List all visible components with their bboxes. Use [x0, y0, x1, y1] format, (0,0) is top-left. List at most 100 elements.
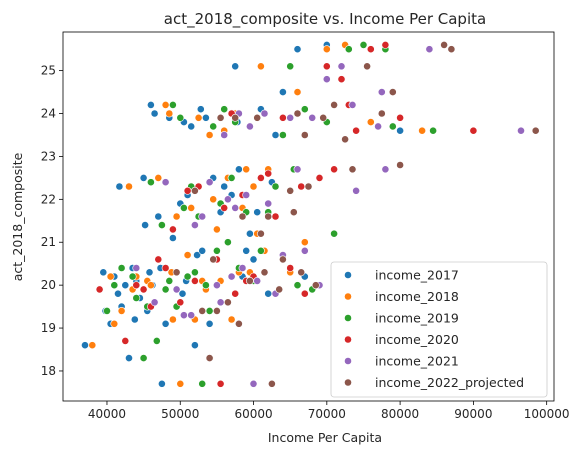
data-point-income_2021-18: [245, 122, 254, 131]
plot-area: [81, 41, 540, 388]
data-point-income_2020-16: [220, 203, 229, 212]
y-tick-label: 19: [41, 321, 56, 335]
data-point-income_2019-9: [157, 221, 166, 229]
data-point-income_2019-22: [205, 306, 214, 315]
data-point-income_2021-38: [517, 126, 525, 135]
data-point-income_2019-11: [165, 276, 174, 285]
data-point-income_2018-9: [146, 281, 155, 290]
data-point-income_2019-39: [293, 281, 302, 290]
data-point-income_2018-48: [322, 45, 331, 54]
data-point-income_2020-0: [95, 285, 104, 294]
data-point-income_2018-19: [183, 251, 192, 259]
data-point-income_2022_projected-22: [297, 268, 306, 277]
data-point-income_2020-28: [297, 182, 306, 191]
y-tick-label: 23: [41, 149, 56, 163]
data-point-income_2019-7: [146, 178, 155, 187]
data-point-income_2017-57: [271, 131, 280, 139]
data-point-income_2017-20: [150, 109, 159, 118]
data-point-income_2021-28: [308, 113, 317, 122]
data-point-income_2019-45: [359, 41, 368, 49]
legend-marker-income_2021: [344, 357, 352, 365]
data-point-income_2018-26: [209, 195, 218, 204]
data-point-income_2017-43: [220, 182, 229, 191]
data-point-income_2017-34: [190, 341, 199, 350]
data-point-income_2019-1: [110, 281, 119, 290]
data-point-income_2017-50: [242, 246, 251, 255]
data-point-income_2018-14: [165, 109, 174, 118]
data-point-income_2019-20: [198, 379, 207, 388]
data-point-income_2017-23: [157, 379, 166, 388]
x-tick-label: 70000: [308, 407, 346, 421]
data-point-income_2020-6: [161, 264, 170, 272]
data-point-income_2017-38: [201, 113, 210, 122]
legend-label-income_2021: income_2021: [375, 354, 459, 369]
x-tick-label: 50000: [161, 407, 199, 421]
data-point-income_2022_projected-23: [300, 131, 309, 139]
data-point-income_2022_projected-0: [172, 268, 181, 277]
data-point-income_2021-8: [205, 178, 214, 187]
x-tick-label: 100000: [524, 407, 570, 421]
data-point-income_2022_projected-18: [278, 255, 287, 264]
data-point-income_2021-21: [260, 109, 269, 118]
data-point-income_2017-55: [264, 289, 273, 298]
data-point-income_2018-31: [227, 315, 236, 324]
data-point-income_2017-26: [168, 234, 177, 242]
data-point-income_2022_projected-10: [238, 212, 247, 221]
data-point-income_2021-26: [293, 165, 302, 174]
data-point-income_2018-37: [249, 182, 258, 191]
data-point-income_2020-32: [322, 62, 331, 71]
data-point-income_2017-52: [249, 255, 258, 264]
data-point-income_2019-21: [201, 281, 210, 290]
data-point-income_2021-32: [348, 101, 357, 109]
data-point-income_2018-11: [154, 173, 163, 182]
y-tick-label: 24: [41, 107, 56, 121]
chart-title: act_2018_composite vs. Income Per Capita: [164, 10, 486, 29]
data-point-income_2021-9: [212, 281, 221, 290]
data-point-income_2021-17: [242, 191, 251, 199]
x-tick-label: 40000: [88, 407, 126, 421]
data-point-income_2019-8: [152, 336, 161, 345]
data-point-income_2020-38: [381, 41, 390, 49]
data-point-income_2019-43: [330, 229, 338, 238]
data-point-income_2017-62: [396, 126, 404, 135]
data-point-income_2020-37: [366, 45, 375, 54]
legend-box: [330, 261, 548, 398]
data-point-income_2018-0: [88, 341, 97, 350]
data-point-income_2019-16: [183, 272, 192, 281]
data-point-income_2022_projected-17: [275, 285, 284, 294]
data-point-income_2021-30: [322, 75, 331, 84]
data-point-income_2022_projected-21: [293, 109, 302, 118]
data-point-income_2018-2: [110, 319, 119, 328]
data-point-income_2021-35: [377, 88, 386, 96]
data-point-income_2020-31: [315, 173, 324, 182]
data-point-income_2020-7: [168, 225, 177, 234]
axes-frame: [62, 31, 555, 402]
data-point-income_2021-27: [300, 246, 309, 255]
data-point-income_2020-24: [271, 212, 280, 221]
data-point-income_2020-26: [286, 264, 295, 272]
data-point-income_2017-0: [81, 341, 89, 350]
data-point-income_2021-6: [190, 221, 199, 229]
legend-marker-income_2019: [344, 314, 352, 322]
data-point-income_2022_projected-4: [209, 255, 218, 264]
data-point-income_2017-17: [145, 268, 154, 277]
y-tick-label: 22: [41, 192, 56, 206]
data-point-income_2019-0: [103, 306, 111, 315]
data-point-income_2019-18: [190, 268, 199, 277]
legend-marker-income_2020: [344, 335, 352, 344]
data-point-income_2020-34: [337, 75, 346, 84]
data-point-income_2017-35: [193, 251, 201, 259]
data-point-income_2020-10: [190, 276, 199, 285]
data-point-income_2020-3: [139, 285, 148, 294]
data-point-income_2022_projected-19: [286, 186, 295, 195]
data-point-income_2022_projected-24: [304, 182, 313, 191]
data-point-income_2022_projected-31: [377, 109, 386, 118]
data-point-income_2019-14: [176, 113, 185, 122]
x-axis-label: Income Per Capita: [268, 430, 382, 445]
data-point-income_2017-36: [196, 105, 205, 114]
data-point-income_2018-45: [293, 88, 302, 96]
data-point-income_2019-12: [168, 101, 177, 109]
data-point-income_2022_projected-6: [216, 113, 225, 122]
data-point-income_2021-3: [172, 285, 181, 294]
